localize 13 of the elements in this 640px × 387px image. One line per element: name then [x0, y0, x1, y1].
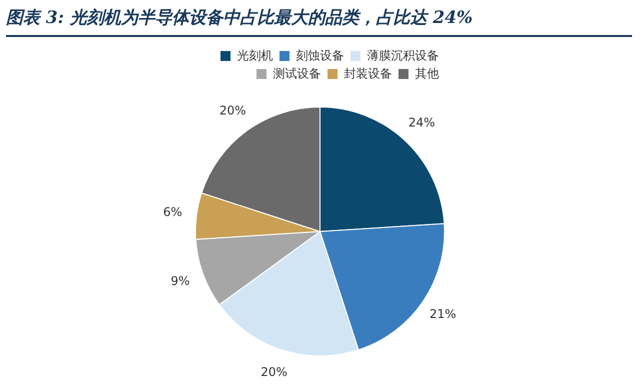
- data-label: 24%: [408, 115, 435, 130]
- data-label: 9%: [170, 274, 190, 288]
- data-label: 6%: [163, 205, 182, 220]
- chart-title: 图表 3: 光刻机为半导体设备中占比最大的品类，占比达 24%: [6, 6, 632, 37]
- data-label: 21%: [429, 307, 456, 322]
- data-label: 20%: [260, 364, 288, 379]
- legend-label: 测试设备: [273, 66, 321, 80]
- legend-label: 薄膜沉积设备: [367, 48, 439, 62]
- legend-label: 封装设备: [344, 66, 392, 80]
- legend-label: 其他: [415, 66, 439, 80]
- legend-label: 光刻机: [237, 48, 273, 62]
- data-label: 20%: [219, 103, 246, 118]
- legend-label: 刻蚀设备: [296, 48, 344, 62]
